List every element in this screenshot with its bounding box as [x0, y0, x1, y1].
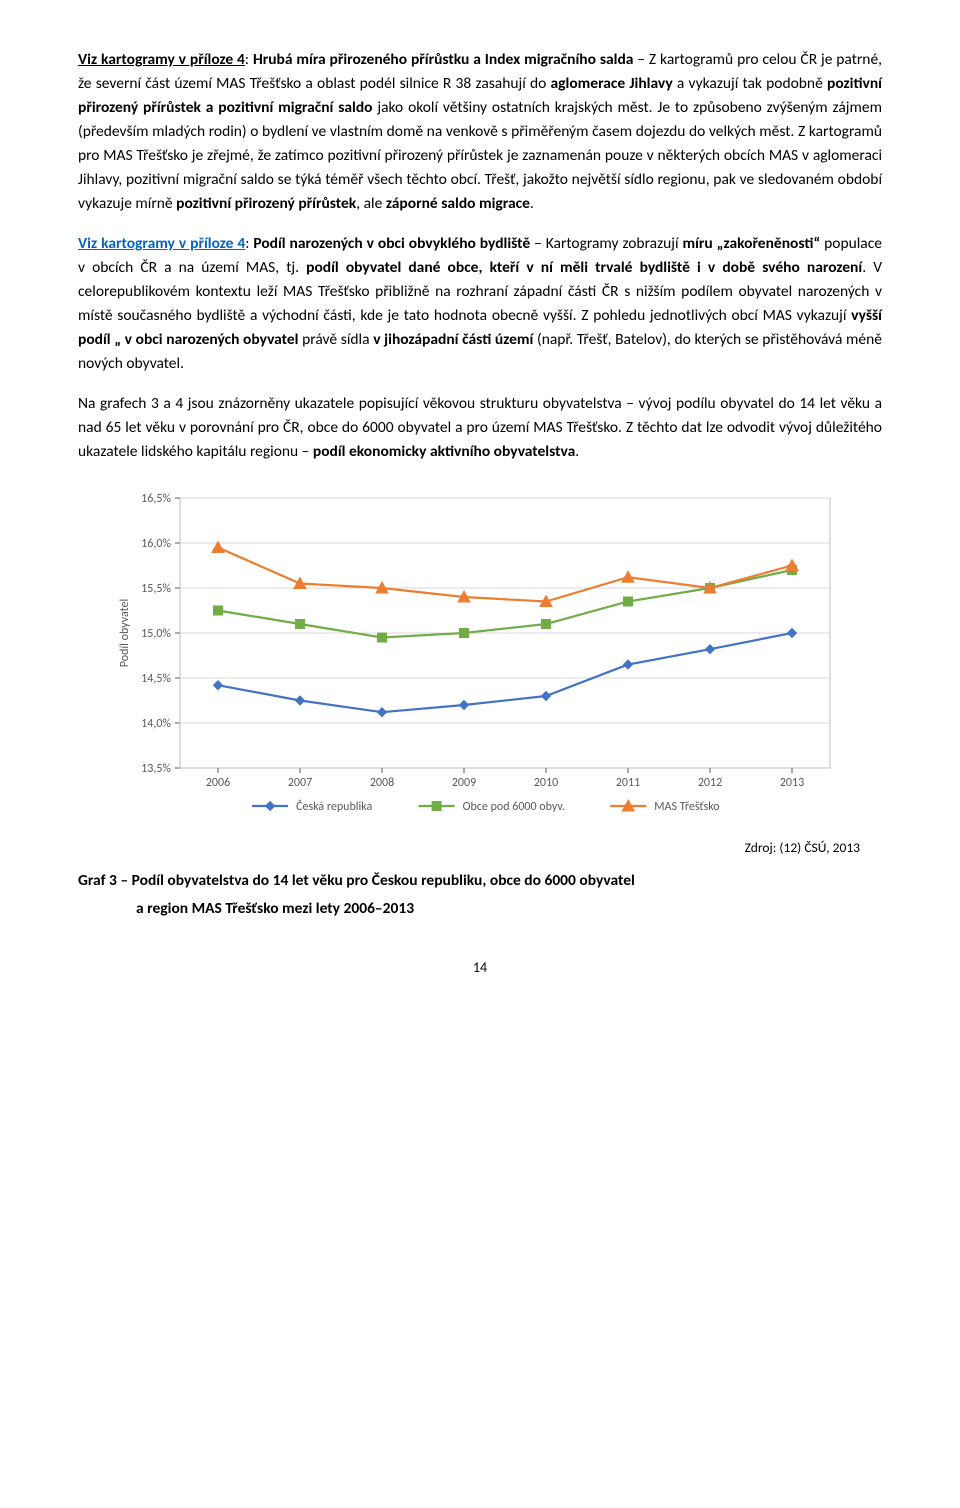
svg-text:Obce pod 6000 obyv.: Obce pod 6000 obyv.: [463, 800, 565, 814]
svg-text:2007: 2007: [288, 776, 312, 790]
p1-link-bold: Viz kartogramy v příloze 4: [78, 50, 245, 69]
svg-text:2006: 2006: [206, 776, 230, 790]
svg-text:14,5%: 14,5%: [141, 672, 171, 686]
svg-text:MAS Třešťsko: MAS Třešťsko: [654, 800, 719, 814]
graf-caption-line1: Graf 3 – Podíl obyvatelstva do 14 let vě…: [78, 869, 882, 893]
paragraph-1: Viz kartogramy v příloze 4: Hrubá míra p…: [78, 48, 882, 216]
svg-text:15,0%: 15,0%: [141, 627, 171, 641]
svg-text:2008: 2008: [370, 776, 394, 790]
svg-text:2010: 2010: [534, 776, 558, 790]
svg-text:14,0%: 14,0%: [141, 717, 171, 731]
p2-link[interactable]: Viz kartogramy v příloze 4: [78, 234, 245, 253]
svg-text:Podíl obyvatel: Podíl obyvatel: [118, 599, 132, 667]
svg-text:Česká republika: Česká republika: [296, 800, 372, 814]
svg-text:2011: 2011: [616, 776, 640, 790]
paragraph-3: Na grafech 3 a 4 jsou znázorněny ukazate…: [78, 392, 882, 464]
svg-text:16,0%: 16,0%: [141, 537, 171, 551]
page-number: 14: [78, 957, 882, 979]
svg-text:13,5%: 13,5%: [141, 762, 171, 776]
chart-container: 13,5% 14,0% 14,5% 15,0% 15,5% 16,0% 16,5% 2006 2…: [78, 480, 882, 840]
line-chart: 13,5% 14,0% 14,5% 15,0% 15,5% 16,0% 16,5% 2006 2…: [100, 480, 860, 840]
svg-text:15,5%: 15,5%: [141, 582, 171, 596]
svg-text:2012: 2012: [698, 776, 722, 790]
svg-text:2013: 2013: [780, 776, 804, 790]
paragraph-2: Viz kartogramy v příloze 4: Podíl naroze…: [78, 232, 882, 376]
graf-caption-line2: a region MAS Třešťsko mezi lety 2006–201…: [136, 897, 882, 921]
svg-text:16,5%: 16,5%: [141, 492, 171, 506]
chart-source: Zdroj: (12) ČSÚ, 2013: [78, 838, 882, 859]
svg-text:2009: 2009: [452, 776, 476, 790]
